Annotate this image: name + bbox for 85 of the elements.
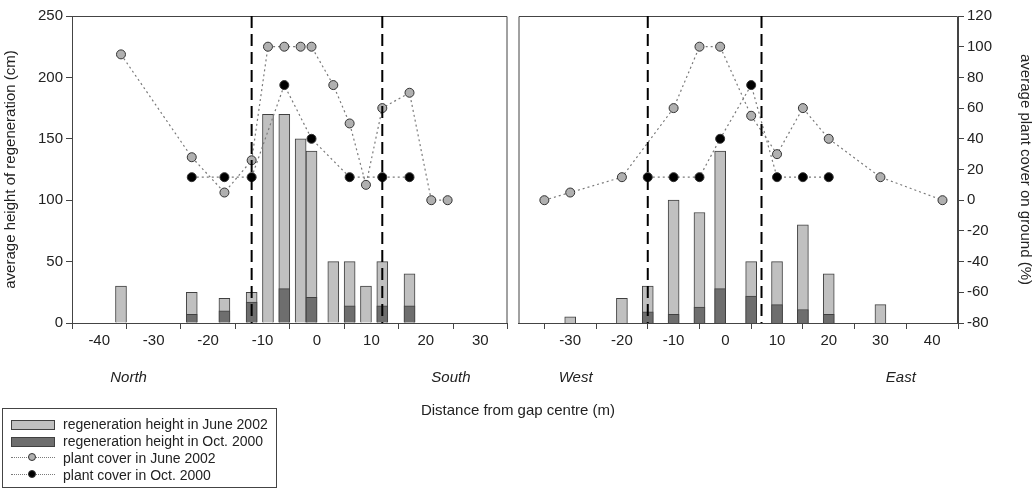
point: [715, 41, 726, 52]
point: [219, 187, 230, 198]
point: [344, 118, 355, 129]
y2-axis-title: average plant cover on ground (%): [1017, 54, 1035, 285]
point: [746, 110, 757, 121]
point: [186, 172, 197, 183]
y2-tick-label: 20: [967, 159, 984, 177]
point: [360, 179, 371, 190]
point: [539, 195, 550, 206]
y2-tick-label: 0: [967, 190, 976, 208]
point: [668, 103, 679, 114]
point: [279, 80, 290, 91]
point: [186, 152, 197, 163]
point: [668, 172, 679, 183]
point: [823, 133, 834, 144]
x-tick-label: -10: [662, 331, 685, 349]
point: [328, 80, 339, 91]
point: [694, 172, 705, 183]
x-tick-label: -30: [142, 331, 165, 349]
point: [746, 80, 757, 91]
x-tick-label: -10: [251, 331, 274, 349]
text: West: [558, 368, 594, 386]
point: [115, 49, 126, 60]
text: East: [885, 368, 917, 386]
point: [306, 41, 317, 52]
y2-tick-label: 80: [967, 67, 984, 85]
point: [565, 187, 576, 198]
point: [262, 41, 273, 52]
point: [344, 172, 355, 183]
y2-tick-label: -80: [967, 313, 989, 331]
point: [442, 195, 453, 206]
x-tick-label: 30: [471, 331, 489, 349]
legend-label: plant cover in June 2002: [63, 449, 216, 466]
text: North: [110, 368, 147, 386]
point: [642, 172, 653, 183]
y-tick-label: 200: [37, 67, 63, 85]
y-tick-label: 250: [37, 6, 63, 24]
point: [797, 103, 808, 114]
x-tick-label: 10: [768, 331, 786, 349]
x-tick-label: -30: [559, 331, 582, 349]
legend-label: plant cover in Oct. 2000: [63, 466, 211, 483]
y2-tick-label: -60: [967, 282, 989, 300]
y2-tick-label: 60: [967, 98, 984, 116]
x-tick-label: 30: [872, 331, 889, 349]
point: [404, 172, 415, 183]
point: [246, 172, 257, 183]
y-tick-label: 150: [37, 128, 63, 146]
x-tick-label: -40: [88, 331, 111, 349]
legend-label: regeneration height in Oct. 2000: [63, 432, 264, 449]
point: [404, 87, 415, 98]
point: [772, 172, 783, 183]
y2-tick-label: 120: [967, 6, 993, 24]
x-tick-label: 20: [820, 331, 838, 349]
point: [306, 133, 317, 144]
x-tick-label: 40: [923, 331, 941, 349]
y-axis-title: average height of regeneration (cm): [1, 50, 19, 289]
point: [823, 172, 834, 183]
point: [797, 172, 808, 183]
x-tick-label: 0: [721, 331, 730, 349]
y-tick-label: 100: [37, 190, 63, 208]
x-tick-label: 20: [417, 331, 435, 349]
text: South: [431, 368, 471, 386]
point: [377, 172, 388, 183]
y2-tick-label: -40: [967, 251, 989, 269]
y2-tick-label: 40: [967, 128, 984, 146]
point: [219, 172, 230, 183]
x-axis-title: Distance from gap centre (m): [420, 401, 616, 418]
x-tick-label: 10: [363, 331, 380, 349]
y2-tick-label: -20: [967, 221, 989, 239]
y2-tick-label: 100: [967, 36, 993, 54]
point: [295, 41, 306, 52]
legend-label: regeneration height in June 2002: [63, 415, 268, 432]
point: [875, 172, 886, 183]
y-tick-label: 50: [46, 251, 63, 269]
point: [616, 172, 627, 183]
x-tick-label: -20: [197, 331, 219, 349]
point: [715, 133, 726, 144]
point: [772, 149, 783, 160]
point: [426, 195, 437, 206]
x-tick-label: -20: [611, 331, 633, 349]
point: [937, 195, 948, 206]
point: [279, 41, 290, 52]
point: [694, 41, 705, 52]
x-tick-label: 0: [312, 331, 322, 349]
y-tick-label: 0: [54, 313, 63, 331]
